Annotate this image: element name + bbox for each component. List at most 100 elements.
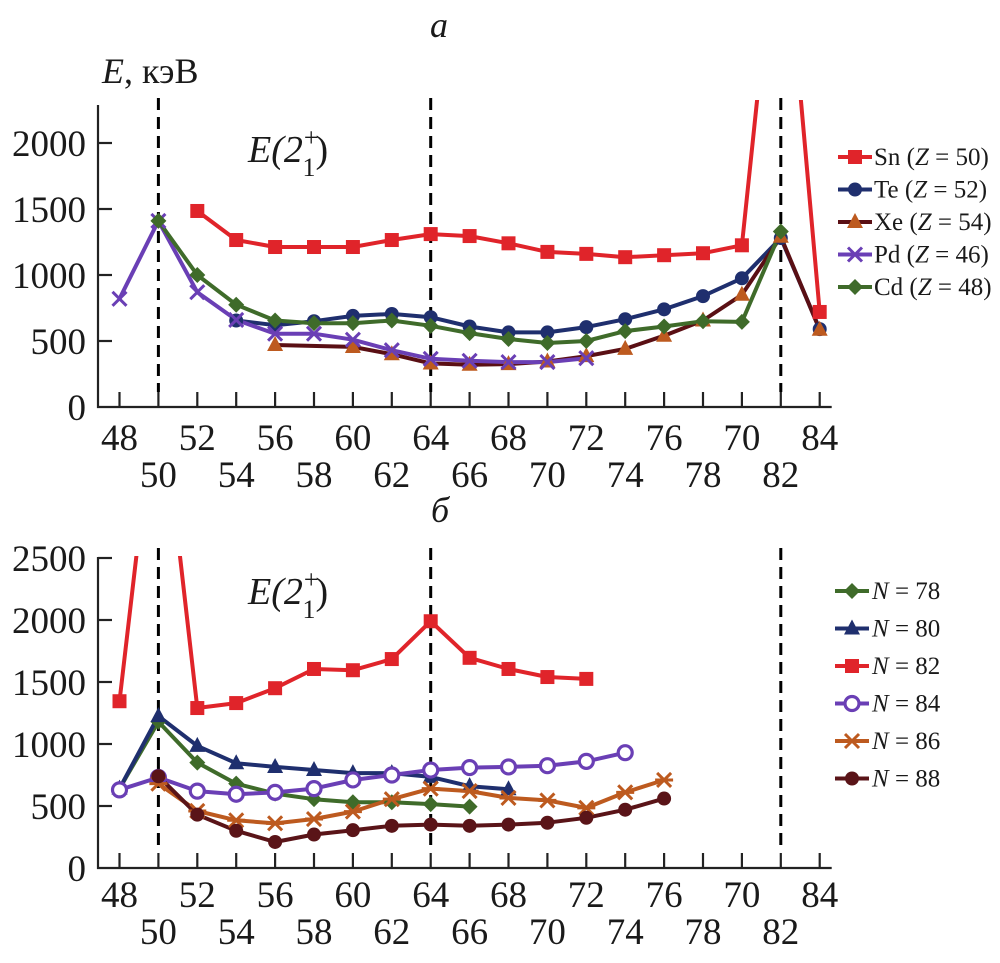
x-tick-label: 70 [723, 875, 760, 916]
data-point [344, 771, 362, 789]
x-tick-label: 70 [529, 912, 566, 953]
legend-marker [844, 583, 860, 599]
data-point [618, 802, 633, 817]
data-point [423, 310, 438, 325]
axes-a: 0500100015002000485052545658606264666870… [12, 105, 838, 496]
y-axis-label-unit: , кэВ [124, 51, 198, 91]
legend-marker [846, 246, 864, 263]
data-point [499, 758, 518, 776]
axes-b: 0 500 1000 1500 2000 2500 48505254565860626466… [12, 539, 838, 953]
data-point [501, 236, 516, 251]
data-point [150, 212, 167, 229]
data-point [228, 754, 245, 770]
data-point [696, 289, 710, 304]
x-tick-label: 66 [451, 912, 488, 953]
y-tick-label: 1500 [12, 663, 86, 704]
data-point [812, 304, 827, 319]
data-point [307, 827, 321, 842]
data-point [578, 350, 595, 367]
data-point [268, 240, 283, 255]
data-point [578, 347, 595, 363]
x-tick-label: 48 [101, 875, 138, 916]
data-point [266, 815, 285, 832]
legend-marker [848, 182, 862, 197]
data-point [382, 791, 401, 808]
legend-item: N = 80 [835, 616, 940, 643]
panel-a: a E, кэВ E(2+ 1) 0 500 1000 1500 2000 48505254… [12, 5, 992, 496]
data-point [227, 812, 246, 829]
data-point [383, 766, 401, 784]
data-point [540, 670, 555, 685]
legend-item: Te (Z = 52) [838, 177, 987, 204]
data-point [578, 333, 595, 349]
x-tick-label: 72 [568, 418, 605, 459]
data-point [657, 791, 672, 806]
data-point [461, 352, 478, 369]
legend-b: N = 78 N = 80 N = 82 N = 84 N = 86 N = 88 [835, 578, 941, 793]
x-tick-label: 54 [218, 912, 255, 953]
legend-item: N = 82 [835, 653, 940, 680]
data-point [772, 223, 789, 240]
data-point [266, 783, 284, 801]
x-tick-label: 76 [646, 875, 683, 916]
legend-marker [847, 279, 863, 295]
data-point [423, 817, 438, 832]
data-point [540, 244, 555, 259]
data-point [501, 661, 516, 676]
data-point [656, 318, 673, 335]
data-point [695, 313, 711, 330]
data-point [307, 240, 321, 255]
legend-label: N = 86 [871, 728, 940, 755]
x-tick-label: 82 [762, 912, 799, 953]
data-point [579, 320, 594, 335]
data-point [462, 650, 477, 665]
data-point [110, 781, 129, 799]
x-tick-label: 58 [296, 912, 333, 953]
data-point [461, 798, 478, 815]
data-point [539, 334, 556, 351]
data-point [577, 799, 596, 816]
data-point [617, 339, 634, 355]
y-tick-label: 2000 [12, 601, 86, 642]
data-point [460, 783, 479, 800]
data-point [540, 815, 555, 830]
legend-label: N = 84 [871, 691, 941, 718]
data-point [190, 701, 205, 716]
data-point [421, 780, 440, 797]
data-point [305, 325, 323, 342]
x-tick-label: 56 [257, 418, 294, 459]
data-point [422, 761, 440, 779]
data-point [423, 614, 438, 629]
y-tick-label: 0 [68, 388, 87, 429]
legend-label: Te (Z = 52) [874, 177, 987, 204]
data-point [538, 792, 557, 809]
data-point [190, 807, 205, 822]
legend-label: Pd (Z = 46) [874, 242, 989, 269]
legend-marker [843, 732, 861, 750]
y-tick-label: 1500 [12, 190, 86, 231]
x-tick-label: 70 [723, 418, 760, 459]
data-point [657, 248, 672, 263]
data-point [383, 342, 400, 359]
x-tick-label: 52 [179, 875, 216, 916]
legend-item: N = 88 [835, 766, 940, 793]
legend-marker [844, 619, 860, 635]
data-point [618, 312, 633, 327]
data-point [616, 744, 634, 762]
data-point [150, 707, 167, 723]
x-tick-label: 50 [140, 455, 177, 496]
data-point [268, 834, 283, 849]
y-tick-label: 1000 [12, 256, 86, 297]
legend-item: N = 84 [835, 691, 941, 718]
data-point [384, 233, 399, 248]
energy-annotation-b: E(2+ 1) [247, 565, 328, 624]
data-point [383, 312, 400, 329]
energy-annotation-a: E(2+ 1) [247, 123, 328, 182]
data-point [229, 233, 244, 248]
x-tick-label: 64 [412, 875, 449, 916]
data-point [422, 796, 439, 813]
data-point [734, 271, 749, 286]
y-tick-label: 1000 [12, 725, 86, 766]
data-point [500, 331, 517, 348]
